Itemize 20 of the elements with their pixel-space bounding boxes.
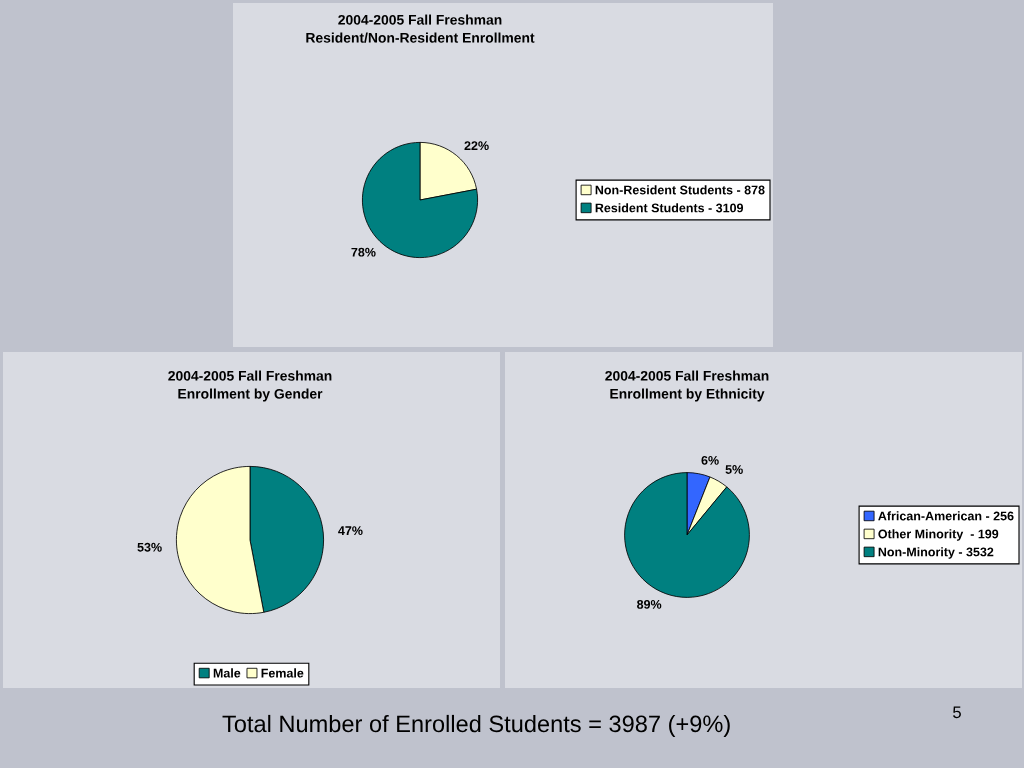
data-label: 6% [701,455,719,465]
legend-label: Female [261,668,304,678]
chart-title: 2004-2005 Fall Freshman Enrollment by Gender [168,370,332,402]
legend-label: African-American - 256 [878,511,1014,521]
data-label: 78% [351,247,376,257]
data-label: 53% [137,542,162,552]
legend-label: Resident Students - 3109 [595,203,744,213]
data-label: 47% [338,526,363,536]
legend-label: Non-Resident Students - 878 [595,185,765,195]
chart-title: 2004-2005 Fall Freshman Resident/Non-Resident Enrollment [306,14,535,43]
legend-label: Male [213,668,241,678]
data-label: 89% [637,599,662,609]
legend-label: Non-Minority - 3532 [878,547,994,559]
legend-label: Other Minority - 199 [878,529,999,541]
pie-slice [624,472,750,598]
chart-title: 2004-2005 Fall Freshman Enrollment by Ethnicity [605,370,769,402]
text: Total Number of Enrolled Students = 3987 (+9%) [222,714,730,737]
data-label: 5% [725,465,743,474]
data-label: 22% [464,141,489,151]
text: 5 [953,706,961,719]
